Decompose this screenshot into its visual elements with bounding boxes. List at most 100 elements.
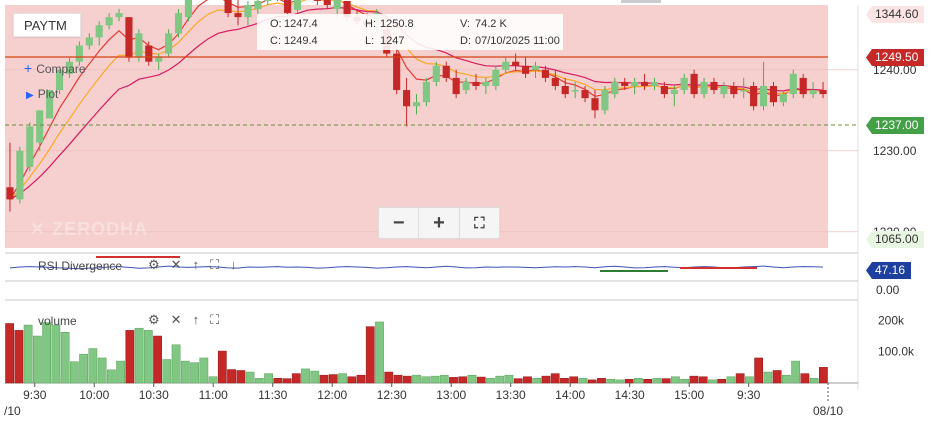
- candle[interactable]: [442, 61, 450, 82]
- settings-icon[interactable]: ⚙: [148, 312, 160, 327]
- candle[interactable]: [403, 77, 411, 127]
- candle[interactable]: [591, 90, 599, 119]
- candle[interactable]: [690, 69, 698, 99]
- expand-icon[interactable]: ⛶: [210, 257, 220, 272]
- candle-body: [293, 0, 302, 10]
- candle[interactable]: [750, 81, 758, 111]
- candle[interactable]: [700, 77, 708, 99]
- candle[interactable]: [313, 0, 321, 5]
- candle[interactable]: [650, 77, 659, 91]
- top-scroll-handle[interactable]: [621, 0, 661, 3]
- candle-body: [36, 110, 44, 143]
- candle[interactable]: [789, 69, 797, 99]
- candle[interactable]: [720, 81, 728, 99]
- candle[interactable]: [65, 57, 74, 78]
- candle[interactable]: [631, 77, 639, 95]
- candle[interactable]: [145, 41, 153, 66]
- candle[interactable]: [393, 49, 401, 95]
- candle[interactable]: [85, 33, 93, 50]
- candle[interactable]: [125, 17, 133, 62]
- zoom-out-button[interactable]: −: [392, 211, 405, 234]
- candle[interactable]: [293, 0, 302, 14]
- candle[interactable]: [799, 73, 807, 99]
- candle[interactable]: [165, 29, 173, 58]
- candle[interactable]: [115, 9, 123, 22]
- candle[interactable]: [759, 61, 768, 111]
- candle[interactable]: [730, 81, 738, 99]
- close-icon[interactable]: ✕: [170, 312, 182, 327]
- candle[interactable]: [333, 0, 341, 18]
- candle[interactable]: [551, 69, 559, 91]
- candle[interactable]: [95, 21, 103, 46]
- candle[interactable]: [284, 0, 292, 18]
- volume-bar: [14, 330, 24, 384]
- candle-series[interactable]: [6, 0, 827, 212]
- arrow-up-icon[interactable]: ↑: [192, 312, 200, 327]
- zoom-in-button[interactable]: +: [418, 208, 458, 238]
- plot-button[interactable]: ▶ Plot: [26, 87, 58, 101]
- candle[interactable]: [502, 57, 510, 74]
- candle[interactable]: [105, 13, 113, 30]
- candle[interactable]: [135, 29, 143, 62]
- candle[interactable]: [492, 65, 500, 91]
- candle[interactable]: [6, 142, 14, 212]
- candle-body: [472, 81, 480, 86]
- close-icon[interactable]: ✕: [170, 257, 182, 272]
- candle[interactable]: [819, 81, 827, 99]
- volume-bar: [523, 376, 532, 384]
- candle[interactable]: [670, 86, 678, 107]
- candle[interactable]: [571, 81, 579, 99]
- candle[interactable]: [184, 0, 193, 22]
- arrow-up-icon[interactable]: ↑: [192, 257, 200, 272]
- candle[interactable]: [740, 77, 748, 99]
- candle-body: [799, 77, 807, 95]
- candle[interactable]: [26, 122, 34, 172]
- candle[interactable]: [541, 65, 549, 82]
- candle[interactable]: [472, 73, 480, 91]
- candle[interactable]: [16, 146, 24, 204]
- candle[interactable]: [601, 86, 609, 115]
- candle[interactable]: [522, 57, 530, 78]
- candle[interactable]: [621, 77, 629, 91]
- arrow-down-icon[interactable]: ↓: [230, 257, 237, 272]
- settings-icon[interactable]: ⚙: [148, 257, 160, 272]
- compare-button[interactable]: + Compare: [24, 60, 86, 76]
- candle[interactable]: [640, 73, 649, 91]
- candle[interactable]: [769, 81, 778, 107]
- volume-bar: [486, 378, 495, 384]
- candle[interactable]: [155, 53, 163, 70]
- low-value: 1247: [380, 35, 405, 47]
- symbol-label[interactable]: PAYTM: [13, 13, 81, 37]
- candle[interactable]: [779, 90, 787, 107]
- expand-icon[interactable]: ⛶: [210, 312, 220, 327]
- candle[interactable]: [482, 77, 490, 95]
- candle[interactable]: [611, 77, 619, 99]
- candle[interactable]: [75, 41, 83, 66]
- candle[interactable]: [581, 86, 589, 103]
- candle[interactable]: [462, 77, 470, 95]
- candle[interactable]: [710, 77, 718, 95]
- candle[interactable]: [412, 94, 421, 115]
- candle[interactable]: [452, 69, 460, 99]
- candle[interactable]: [680, 73, 688, 95]
- candle[interactable]: [46, 90, 54, 119]
- candle[interactable]: [36, 110, 44, 151]
- candle[interactable]: [254, 0, 262, 18]
- candle[interactable]: [55, 69, 64, 95]
- candle[interactable]: [561, 77, 569, 99]
- candle[interactable]: [531, 61, 540, 78]
- candle[interactable]: [422, 77, 430, 107]
- candle[interactable]: [244, 0, 252, 26]
- candle[interactable]: [323, 0, 331, 10]
- candle[interactable]: [234, 0, 242, 26]
- candle[interactable]: [809, 81, 817, 99]
- candle-body: [690, 73, 698, 95]
- candle[interactable]: [512, 53, 520, 70]
- fullscreen-button[interactable]: ⛶: [458, 208, 499, 238]
- candle[interactable]: [174, 9, 183, 38]
- candle[interactable]: [264, 0, 272, 5]
- candle[interactable]: [224, 0, 232, 18]
- candle[interactable]: [660, 81, 668, 99]
- candle[interactable]: [432, 61, 440, 86]
- volume-bar: [809, 378, 819, 384]
